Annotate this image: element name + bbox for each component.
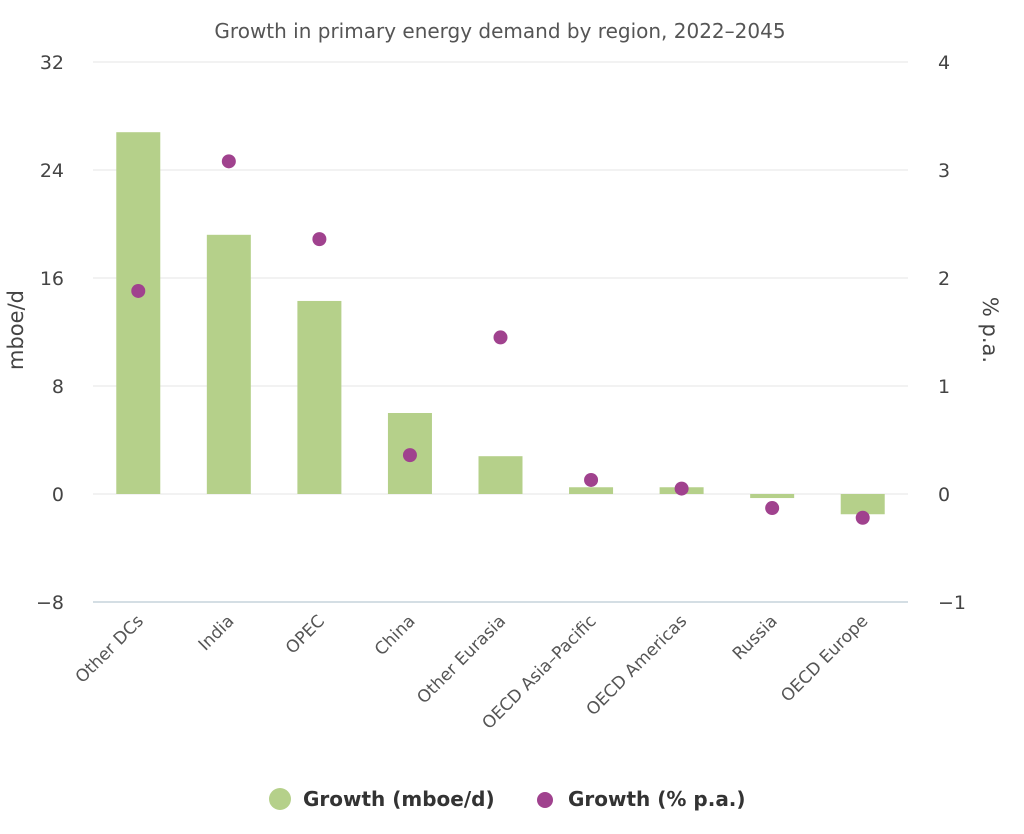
chart-subtitle: Growth in primary energy demand by regio… [214, 19, 785, 43]
right-tick-label: −1 [938, 592, 966, 614]
point-oecd-europe [855, 510, 870, 525]
point-opec [312, 232, 327, 247]
category-label: OPEC [282, 611, 329, 658]
right-tick-label: 1 [938, 376, 950, 398]
bar-other-dcs [116, 132, 161, 494]
category-label: China [371, 611, 419, 659]
bar-series [116, 132, 885, 515]
point-china [402, 448, 417, 463]
point-india [221, 154, 236, 169]
point-oecd-americas [674, 481, 689, 496]
right-axis-title: % p.a. [978, 297, 1002, 363]
left-tick-label: 24 [40, 160, 64, 182]
category-label: India [195, 611, 239, 655]
scatter-series [131, 154, 870, 525]
right-tick-label: 0 [938, 484, 950, 506]
right-tick-label: 4 [938, 52, 950, 74]
category-label: Other DCs [72, 611, 148, 687]
legend-marker-growth-pct [537, 792, 553, 808]
right-tick-label: 3 [938, 160, 950, 182]
left-tick-label: 32 [40, 52, 64, 74]
left-axis-title: mboe/d [4, 290, 28, 370]
legend-label-growth-pct: Growth (% p.a.) [568, 787, 746, 811]
category-label: OECD Americas [583, 611, 692, 720]
point-russia [765, 501, 780, 516]
point-other-eurasia [493, 330, 508, 345]
category-label: OECD Europe [777, 611, 872, 706]
bar-russia [750, 494, 795, 499]
bar-oecd-europe [840, 494, 885, 515]
legend: Growth (mboe/d) Growth (% p.a.) [269, 787, 746, 811]
legend-marker-growth-mboe [269, 788, 291, 810]
category-label: Other Eurasia [413, 611, 510, 708]
bar-opec [297, 300, 342, 494]
right-tick-label: 2 [938, 268, 950, 290]
point-oecd-asia-pacific [584, 472, 599, 487]
left-tick-label: 8 [52, 376, 64, 398]
bar-india [206, 234, 251, 495]
left-tick-label: 0 [52, 484, 64, 506]
left-axis-ticks: 32 24 16 8 0 −8 [36, 52, 64, 614]
legend-label-growth-mboe: Growth (mboe/d) [303, 787, 495, 811]
category-label: Russia [729, 611, 782, 664]
left-tick-label: 16 [40, 268, 64, 290]
right-axis-ticks: 4 3 2 1 0 −1 [938, 52, 966, 614]
bar-oecd-asia-pacific [569, 487, 614, 494]
point-other-dcs [131, 283, 146, 298]
bar-other-eurasia [478, 456, 523, 494]
left-tick-label: −8 [36, 592, 64, 614]
